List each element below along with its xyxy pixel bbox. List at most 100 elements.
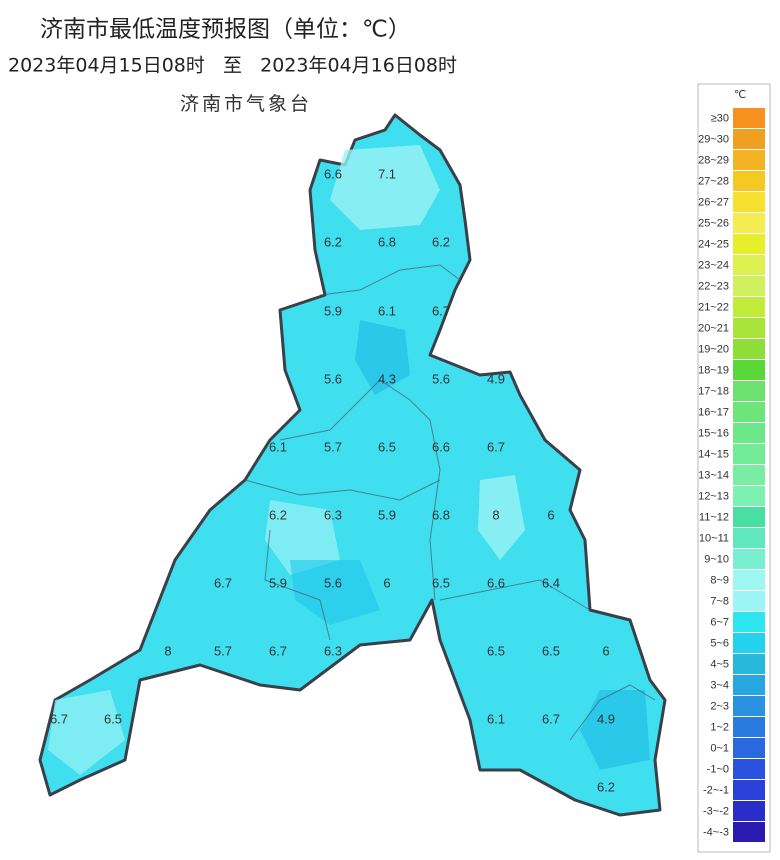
station-value: 7.1: [378, 166, 396, 181]
legend-label: 10~11: [699, 532, 729, 544]
legend-swatch: [733, 234, 765, 254]
legend-label: 6~7: [710, 616, 729, 628]
legend-label: 0~1: [710, 742, 729, 754]
legend-label: 7~8: [710, 595, 729, 607]
legend-label: 28~29: [698, 154, 729, 166]
station-value: 6.5: [104, 711, 122, 726]
legend-swatch: [733, 528, 765, 548]
warm-patch: [48, 690, 125, 775]
station-value: 6.1: [378, 303, 396, 318]
legend-label: 2~3: [710, 700, 729, 712]
legend-swatch: [733, 633, 765, 653]
legend-swatch: [733, 465, 765, 485]
station-value: 6.6: [324, 166, 342, 181]
legend-swatch: [733, 402, 765, 422]
legend-label: 29~30: [698, 133, 729, 145]
legend-swatch: [733, 591, 765, 611]
legend-swatch: [733, 297, 765, 317]
legend-label: 12~13: [698, 490, 729, 502]
legend-swatch: [733, 570, 765, 590]
legend-label: 15~16: [698, 427, 729, 439]
legend-swatch: [733, 339, 765, 359]
legend-label: 8~9: [710, 574, 729, 586]
title: 济南市最低温度预报图（单位：℃）: [40, 17, 411, 43]
legend-swatch: [733, 150, 765, 170]
legend-label: 16~17: [698, 406, 729, 418]
legend-label: 25~26: [698, 217, 729, 229]
legend-label: 13~14: [698, 469, 729, 481]
legend-swatch: [733, 696, 765, 716]
issuer: 济南市气象台: [180, 93, 312, 115]
station-value: 6.2: [324, 234, 342, 249]
station-value: 6.7: [269, 643, 287, 658]
legend-label: ≥30: [711, 112, 729, 124]
station-value: 6.3: [324, 643, 342, 658]
legend-label: 17~18: [698, 385, 729, 397]
legend-label: 9~10: [704, 553, 729, 565]
station-value: 6.5: [432, 575, 450, 590]
station-value: 6.6: [432, 439, 450, 454]
legend-swatch: [733, 276, 765, 296]
station-value: 6: [383, 575, 390, 590]
station-value: 6.1: [269, 439, 287, 454]
station-value: 6.5: [378, 439, 396, 454]
legend-label: 24~25: [698, 238, 729, 250]
district-borders: [244, 264, 656, 741]
station-value: 4.9: [597, 711, 615, 726]
legend-swatch: [733, 423, 765, 443]
legend-label: 3~4: [710, 679, 729, 691]
legend-swatch: [733, 318, 765, 338]
legend-unit: ℃: [734, 88, 746, 101]
station-value: 6: [602, 643, 609, 658]
station-value: 4.3: [378, 371, 396, 386]
legend-label: 21~22: [698, 301, 729, 313]
warm-patch: [265, 500, 340, 575]
legend-swatch: [733, 129, 765, 149]
station-value: 6.7: [487, 439, 505, 454]
legend-label: -2~-1: [703, 784, 729, 796]
station-value: 6.5: [542, 643, 560, 658]
legend-label: 23~24: [698, 259, 729, 271]
legend-label: 27~28: [698, 175, 729, 187]
cool-patch: [580, 690, 650, 770]
station-value: 5.7: [214, 643, 232, 658]
legend-swatch: [733, 801, 765, 821]
station-value: 6.4: [542, 575, 560, 590]
legend-swatch: [733, 360, 765, 380]
legend-swatch: [733, 549, 765, 569]
legend-swatch: [733, 192, 765, 212]
legend-label: 5~6: [710, 637, 729, 649]
legend-swatch: [733, 255, 765, 275]
warm-patch: [330, 145, 440, 230]
station-value: 5.9: [324, 303, 342, 318]
station-value: 6.3: [324, 507, 342, 522]
legend-swatch: [733, 780, 765, 800]
station-value: 6.7: [214, 575, 232, 590]
station-value: 6.7: [542, 711, 560, 726]
period: 2023年04月15日08时 至 2023年04月16日08时: [8, 55, 457, 77]
cool-patch: [355, 320, 410, 395]
legend-label: 4~5: [710, 658, 729, 670]
legend-swatch: [733, 717, 765, 737]
station-value: 5.6: [432, 371, 450, 386]
legend-swatch: [733, 213, 765, 233]
station-value: 6.8: [432, 507, 450, 522]
legend-swatch: [733, 654, 765, 674]
legend-swatch: [733, 612, 765, 632]
legend-swatch: [733, 738, 765, 758]
station-value: 6.2: [597, 779, 615, 794]
legend-label: -3~-2: [703, 805, 729, 817]
legend-swatch: [733, 486, 765, 506]
legend-swatch: [733, 759, 765, 779]
map: [38, 113, 667, 817]
station-value: 5.6: [324, 575, 342, 590]
legend-label: 22~23: [698, 280, 729, 292]
legend-swatch: [733, 507, 765, 527]
legend-frame: [697, 83, 771, 853]
legend-swatch: [733, 675, 765, 695]
station-value: 6.2: [432, 234, 450, 249]
legend-label: -4~-3: [703, 826, 729, 838]
warm-patch: [478, 475, 525, 560]
station-value: 4.9: [487, 371, 505, 386]
